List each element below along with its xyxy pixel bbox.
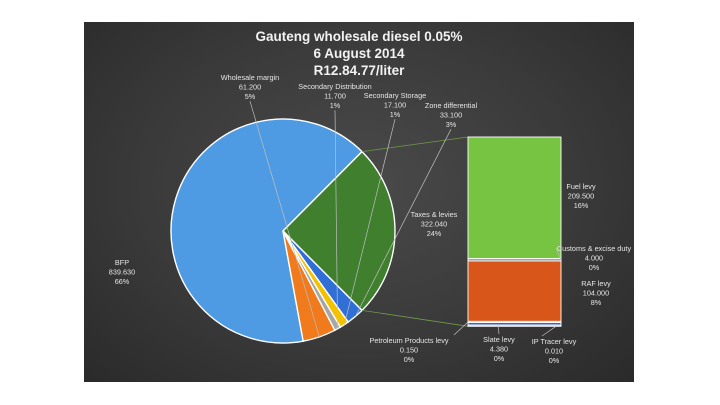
leader-line-secondary-distribution [334,110,338,329]
pie-label-secondary-storage-line-1: Secondary Storage [364,91,426,100]
chart-title-line-1: Gauteng wholesale diesel 0.05% [255,29,462,44]
bar-segment-ip-tracer-levy [467,324,562,327]
bar-label-slate-levy-line-2: 4.380 [490,345,508,354]
bar-label-ip-tracer-levy-line-2: 0.010 [545,347,563,356]
pie-label-wholesale-margin-line-1: Wholesale margin [221,73,279,82]
leader-line-zone-differential [355,129,452,317]
chart-title-line-2: 6 August 2014 [313,46,405,61]
pie-label-wholesale-margin-line-2: 61.200 [239,83,261,92]
bar-segment-raf-levy [467,260,562,322]
bar-label-raf-levy-line-2: 104.000 [583,289,609,298]
leader-line-ip-tracer-levy [541,326,557,337]
connector-line-bottom [361,309,469,327]
pie-label-bfp-line-2: 839.630 [109,268,135,277]
bar-label-petroleum-products-levy-line-3: 0% [404,355,415,364]
bar-label-petroleum-products-levy-line-2: 0.150 [400,346,418,355]
bar-label-raf-levy-line-3: 8% [591,298,602,307]
bar-label-customs-excise-duty-line-2: 4.000 [585,254,603,263]
bar-label-fuel-levy-line-2: 209.500 [568,192,594,201]
pie-group [170,118,396,344]
pie-label-secondary-distribution-line-2: 11.700 [324,92,346,101]
bar-label-raf-levy-line-1: RAF levy [581,279,611,288]
pie-label-secondary-storage-line-3: 1% [390,110,401,119]
pie-label-secondary-distribution-line-3: 1% [330,101,341,110]
chart-panel: Gauteng wholesale diesel 0.05% 6 August 2… [84,22,634,382]
bar-label-ip-tracer-levy-line-1: IP Tracer levy [532,337,577,346]
pie-slice-taxes-levies [282,150,396,312]
bar-label-ip-tracer-levy-line-3: 0% [549,356,560,365]
leader-line-wholesale-margin [249,101,320,338]
chart-title-line-3: R12.84.77/liter [314,63,406,78]
pie-label-secondary-distribution-line-1: Secondary Distribution [298,82,371,91]
leader-line-slate-levy [497,325,500,335]
bar-of-pie-chart: Gauteng wholesale diesel 0.05% 6 August 2… [109,29,632,365]
chart-title: Gauteng wholesale diesel 0.05% 6 August 2… [255,29,462,78]
pie-label-zone-differential-line-3: 3% [446,120,457,129]
bar-label-customs-excise-duty-line-3: 0% [589,263,600,272]
pie-label-taxes-levies-line-2: 322.040 [421,220,447,229]
pie-slice-bfp [170,118,364,344]
bar-label-petroleum-products-levy-line-1: Petroleum Products levy [369,336,448,345]
pie-label-wholesale-margin-line-3: 5% [245,92,256,101]
bar-segment-fuel-levy [467,136,562,260]
pie-label-bfp-line-1: BFP [115,258,129,267]
bar-label-customs-excise-duty-line-1: Customs & excise duty [557,244,632,253]
connector-lines [361,136,469,327]
connector-line-top [361,136,469,153]
bar-label-slate-levy-line-3: 0% [494,354,505,363]
pie-label-bfp-line-3: 66% [115,277,130,286]
pie-label-secondary-storage-line-2: 17.100 [384,101,406,110]
leader-line-petroleum-products-levy [453,321,469,336]
pie-label-zone-differential-line-2: 33.100 [440,111,462,120]
pie-label-taxes-levies-line-3: 24% [427,229,442,238]
leader-line-customs-excise-duty [555,247,562,260]
bar-label-fuel-levy-line-3: 16% [574,201,589,210]
bar-label-slate-levy-line-1: Slate levy [483,335,515,344]
pie-label-taxes-levies-line-1: Taxes & levies [411,210,458,219]
stacked-bar-group [467,136,562,327]
leader-line-secondary-storage [344,119,396,325]
bar-label-fuel-levy-line-1: Fuel levy [566,182,596,191]
pie-label-zone-differential-line-1: Zone differential [425,101,478,110]
